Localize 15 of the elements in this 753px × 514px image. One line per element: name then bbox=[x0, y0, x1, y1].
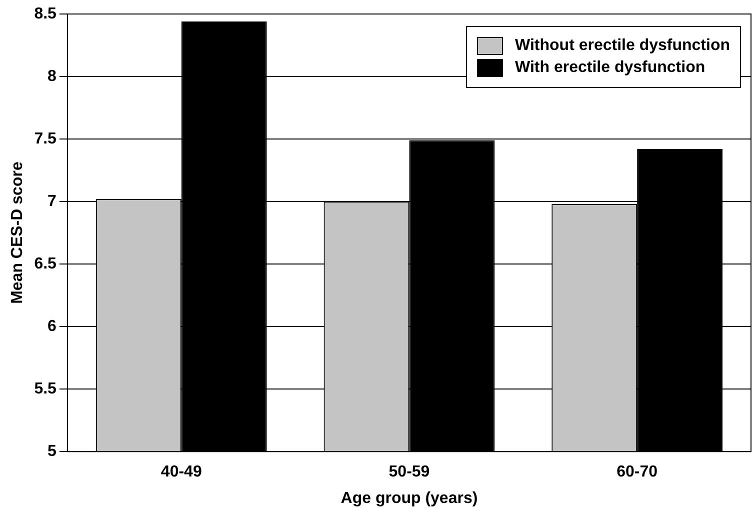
y-tick-label: 8.5 bbox=[34, 5, 57, 22]
x-tick-label: 60-70 bbox=[616, 464, 658, 481]
y-axis-title: Mean CES-D score bbox=[9, 162, 26, 304]
x-axis-title: Age group (years) bbox=[340, 490, 478, 507]
y-tick-label: 6 bbox=[48, 318, 57, 335]
y-tick-label: 8 bbox=[48, 68, 57, 85]
legend-label: Without erectile dysfunction bbox=[515, 37, 730, 55]
y-tick-label: 7 bbox=[48, 192, 57, 210]
y-tick-label: 5.5 bbox=[34, 380, 57, 398]
legend-label: With erectile dysfunction bbox=[515, 59, 706, 77]
x-tick-label: 50-59 bbox=[388, 464, 430, 481]
y-tick-label: 6.5 bbox=[34, 255, 57, 272]
y-tick-label: 5 bbox=[48, 443, 57, 460]
x-tick-label: 40-49 bbox=[160, 464, 202, 481]
y-tick-label: 7.5 bbox=[34, 130, 57, 148]
